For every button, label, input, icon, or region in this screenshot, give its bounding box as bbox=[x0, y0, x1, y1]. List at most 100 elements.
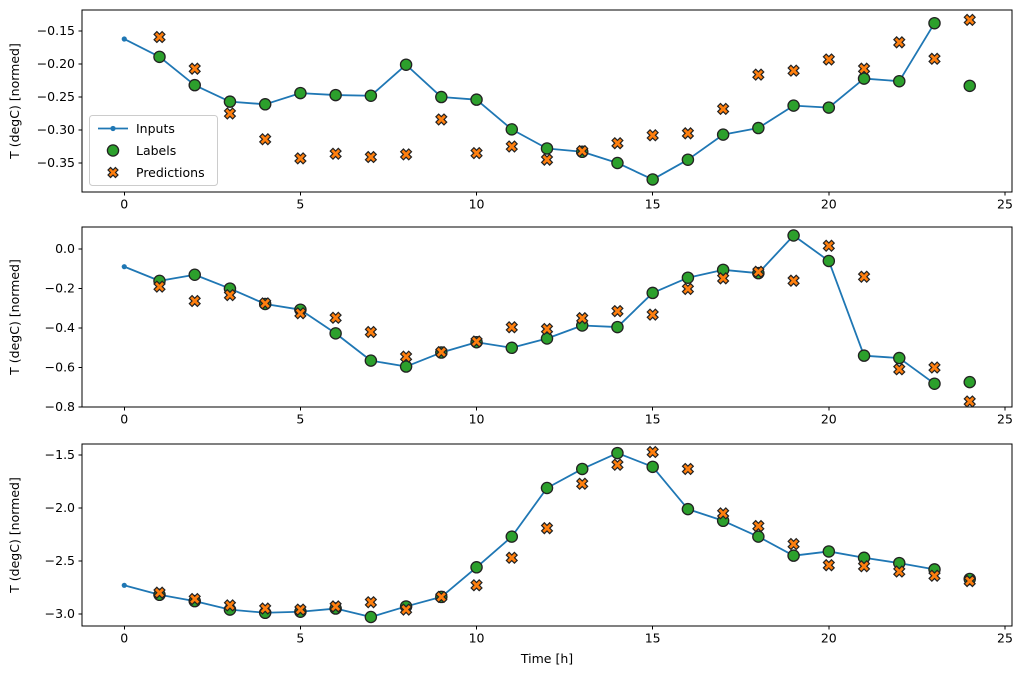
prediction-point bbox=[435, 345, 448, 359]
label-point bbox=[575, 462, 589, 476]
y-tick-label: −0.4 bbox=[45, 320, 75, 335]
label-point bbox=[681, 502, 695, 516]
y-tick-label: −0.35 bbox=[37, 155, 75, 170]
x-tick-label: 0 bbox=[120, 631, 128, 646]
subplot-1: 0 5 10 15 20 25 −0.15 −0.20 −0.25 −0.30 −0.35 T (de… bbox=[7, 9, 1013, 212]
label-point bbox=[470, 93, 483, 106]
label-point bbox=[505, 123, 519, 136]
prediction-point bbox=[787, 64, 800, 77]
prediction-point bbox=[329, 600, 342, 613]
x-axis-label: Time [h] bbox=[520, 651, 573, 666]
prediction-point bbox=[223, 107, 237, 120]
prediction-point bbox=[787, 537, 800, 551]
plot-area bbox=[81, 9, 1013, 193]
subplot-2: 0 5 10 15 20 25 0.0 −0.2 −0.4 −0.6 −0.8 T (degC) [n… bbox=[7, 226, 1013, 427]
y-axis-label: T (degC) [normed] bbox=[7, 43, 22, 160]
x-tick-label: 20 bbox=[821, 197, 837, 212]
label-point bbox=[928, 377, 941, 390]
prediction-point bbox=[646, 129, 659, 142]
prediction-point bbox=[470, 579, 483, 592]
prediction-point bbox=[752, 68, 765, 81]
legend-item-labels: Labels bbox=[106, 143, 176, 158]
label-point bbox=[364, 354, 378, 367]
label-point bbox=[329, 88, 342, 102]
y-tick-label: −0.30 bbox=[37, 122, 75, 137]
legend: Inputs Labels Predictions bbox=[89, 115, 218, 186]
label-point bbox=[681, 271, 695, 284]
x-axis: 0 5 10 15 20 25 bbox=[120, 407, 1013, 427]
y-tick-label: −1.5 bbox=[45, 447, 75, 462]
y-axis-label: T (degC) [normed] bbox=[7, 259, 22, 376]
prediction-point bbox=[153, 280, 166, 293]
prediction-point bbox=[575, 477, 589, 491]
y-axis: 0.0 −0.2 −0.4 −0.6 −0.8 bbox=[45, 241, 82, 414]
y-axis-label: T (degC) [normed] bbox=[7, 477, 22, 594]
label-point bbox=[399, 58, 413, 71]
x-tick-label: 25 bbox=[997, 631, 1013, 646]
prediction-point bbox=[752, 519, 765, 533]
inputs-point bbox=[121, 264, 127, 270]
prediction-point bbox=[575, 144, 589, 158]
prediction-point bbox=[540, 153, 554, 166]
predictions-series bbox=[153, 13, 976, 166]
label-point bbox=[963, 79, 976, 93]
prediction-point bbox=[893, 565, 906, 578]
label-point bbox=[611, 156, 624, 170]
prediction-point bbox=[258, 132, 272, 146]
y-tick-label: −0.15 bbox=[37, 23, 75, 38]
label-point bbox=[787, 229, 800, 242]
prediction-point bbox=[928, 361, 941, 374]
x-tick-label: 25 bbox=[997, 412, 1013, 427]
x-tick-label: 0 bbox=[120, 197, 128, 212]
prediction-point bbox=[258, 602, 272, 615]
y-tick-label: −2.5 bbox=[45, 553, 75, 568]
predictions-series bbox=[153, 445, 976, 616]
prediction-point bbox=[364, 325, 378, 339]
legend-circle-sample bbox=[106, 144, 120, 157]
prediction-point bbox=[575, 311, 589, 325]
prediction-point bbox=[223, 599, 237, 612]
inputs-point bbox=[121, 36, 127, 42]
prediction-point bbox=[540, 521, 554, 535]
prediction-point bbox=[928, 569, 941, 583]
label-point bbox=[223, 95, 237, 108]
x-tick-label: 20 bbox=[821, 412, 837, 427]
prediction-point bbox=[963, 13, 976, 27]
legend-box bbox=[89, 115, 218, 186]
prediction-point bbox=[611, 304, 624, 318]
prediction-point bbox=[681, 127, 695, 140]
prediction-point bbox=[505, 140, 519, 153]
y-tick-label: 0.0 bbox=[55, 241, 75, 256]
y-tick-label: −0.6 bbox=[45, 360, 75, 375]
label-point bbox=[963, 375, 976, 389]
labels-series bbox=[153, 16, 976, 186]
label-point bbox=[611, 446, 624, 460]
x-tick-label: 15 bbox=[645, 412, 661, 427]
label-point bbox=[399, 360, 413, 373]
y-tick-label: −0.2 bbox=[45, 281, 75, 296]
label-point bbox=[857, 349, 871, 362]
prediction-point bbox=[681, 282, 695, 296]
label-point bbox=[893, 74, 906, 88]
prediction-point bbox=[857, 62, 871, 75]
prediction-point bbox=[611, 136, 624, 150]
inputs-line bbox=[123, 234, 936, 385]
label-point bbox=[822, 545, 836, 558]
prediction-point bbox=[435, 590, 448, 604]
prediction-point bbox=[329, 147, 342, 161]
prediction-point bbox=[294, 306, 307, 320]
prediction-point bbox=[681, 462, 695, 476]
label-point bbox=[294, 86, 307, 100]
label-point bbox=[752, 121, 765, 135]
label-point bbox=[364, 89, 378, 102]
label-point bbox=[787, 99, 800, 112]
prediction-point bbox=[716, 102, 730, 116]
prediction-point bbox=[857, 559, 871, 573]
prediction-point bbox=[505, 551, 519, 565]
prediction-point bbox=[716, 507, 730, 520]
prediction-point bbox=[294, 152, 307, 165]
prediction-point bbox=[611, 458, 624, 471]
plot-area bbox=[81, 226, 1013, 408]
y-axis: −0.15 −0.20 −0.25 −0.30 −0.35 bbox=[37, 23, 82, 170]
